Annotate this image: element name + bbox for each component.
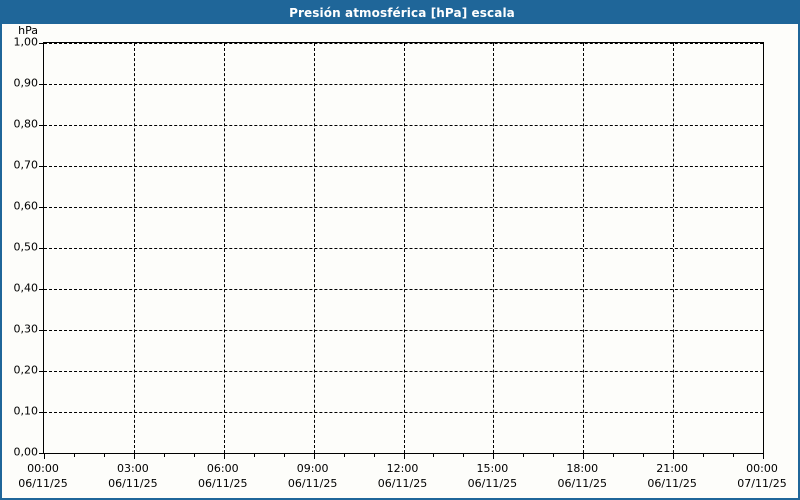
x-axis-tick-major <box>313 453 315 459</box>
gridline-vertical <box>583 43 585 453</box>
x-axis-tick-date: 06/11/25 <box>198 477 248 490</box>
x-axis-tick-time: 00:00 <box>746 462 778 475</box>
gridline-vertical <box>133 43 135 453</box>
y-axis-tick <box>39 207 44 208</box>
y-axis-tick-label: 0,50 <box>13 240 39 254</box>
y-axis-tick <box>39 371 44 372</box>
x-axis-tick-labels: 00:00 06/11/25 03:00 06/11/25 06:00 06/11/25 0… <box>18 461 786 495</box>
window-title-bar: Presión atmosférica [hPa] escala <box>2 2 798 24</box>
gridline-vertical <box>313 43 315 453</box>
x-axis-tick-label: 15:00 06/11/25 <box>468 461 517 491</box>
x-axis-tick-minor <box>193 453 195 457</box>
x-axis-tick-minor <box>703 453 705 457</box>
y-axis-tick-label: 0,30 <box>13 322 39 336</box>
x-axis-tick-label: 03:00 06/11/25 <box>108 461 157 491</box>
x-axis-tick-major <box>44 453 45 459</box>
x-axis-tick-time: 09:00 <box>296 462 329 475</box>
y-axis-tick-label: 0,40 <box>13 281 39 295</box>
y-axis-tick-label: 0,80 <box>13 117 39 131</box>
page-title: Presión atmosférica [hPa] escala <box>289 6 515 20</box>
x-axis-tick-minor <box>103 453 105 457</box>
y-axis-tick <box>39 125 44 126</box>
x-axis-tick-major <box>133 453 135 459</box>
x-axis-tick-major <box>583 453 585 459</box>
y-axis-tick <box>39 412 44 413</box>
x-axis-tick-minor <box>553 453 555 457</box>
plot-area <box>39 42 764 459</box>
y-axis-tick-label: 0,90 <box>13 76 39 90</box>
x-axis-tick-minor <box>373 453 375 457</box>
y-axis-tick-label: 0,00 <box>13 445 39 459</box>
x-axis-tick-minor <box>613 453 615 457</box>
gridline-vertical <box>223 43 225 453</box>
y-axis-tick-label: 0,70 <box>13 158 39 172</box>
y-axis-tick <box>39 84 44 85</box>
x-axis-tick-label: 00:00 06/11/25 <box>18 461 67 491</box>
y-axis-tick <box>39 453 44 454</box>
y-axis-tick-label: 0,10 <box>13 404 39 418</box>
x-axis-tick-time: 18:00 <box>566 462 599 475</box>
x-axis-tick-time: 00:00 <box>27 462 59 475</box>
x-axis-tick-date: 06/11/25 <box>647 477 697 490</box>
x-axis-tick-date: 06/11/25 <box>377 477 428 490</box>
x-axis-tick-time: 21:00 <box>656 462 688 475</box>
y-axis-tick <box>39 166 44 167</box>
x-axis-tick-time: 12:00 <box>386 462 419 475</box>
x-axis-tick-major <box>763 453 764 459</box>
x-axis-tick-label: 18:00 06/11/25 <box>558 461 607 491</box>
y-axis-unit-label: hPa <box>18 24 38 37</box>
y-axis-tick <box>39 289 44 290</box>
x-axis-tick-date: 06/11/25 <box>108 477 158 490</box>
x-axis-tick-minor <box>523 453 525 457</box>
x-axis-tick-major <box>403 453 405 459</box>
x-axis-tick-date: 06/11/25 <box>287 477 338 490</box>
x-axis-tick-label: 12:00 06/11/25 <box>378 461 427 491</box>
y-axis-tick-label: 1,00 <box>13 35 39 49</box>
x-axis-tick-minor <box>643 453 645 457</box>
x-axis-tick-date: 06/11/25 <box>18 477 68 490</box>
gridline-vertical <box>403 43 405 453</box>
x-axis-tick-time: 15:00 <box>476 462 509 475</box>
x-axis-tick-label: 06:00 06/11/25 <box>198 461 247 491</box>
y-axis-tick <box>39 248 44 249</box>
x-axis-tick-time: 06:00 <box>206 462 239 475</box>
gridline-vertical <box>493 43 495 453</box>
x-axis-tick-label: 21:00 06/11/25 <box>647 461 696 491</box>
y-axis-tick <box>39 43 44 44</box>
x-axis-tick-major <box>493 453 495 459</box>
x-axis-tick-label: 00:00 07/11/25 <box>737 461 786 491</box>
y-axis-tick-labels: 0,00 0,10 0,20 0,30 0,40 0,50 0,60 0,70 0,80 0,90… <box>2 36 39 459</box>
y-axis-tick <box>39 330 44 331</box>
x-axis-tick-date: 06/11/25 <box>557 477 607 490</box>
x-axis-tick-minor <box>163 453 165 457</box>
x-axis-tick-minor <box>463 453 465 457</box>
x-axis-tick-minor <box>433 453 435 457</box>
x-axis-tick-time: 03:00 <box>117 462 149 475</box>
x-axis-tick-date: 07/11/25 <box>737 477 787 490</box>
x-axis-tick-minor <box>283 453 285 457</box>
gridline-vertical <box>673 43 675 453</box>
x-axis-tick-label: 09:00 06/11/25 <box>288 461 337 491</box>
y-axis-tick-label: 0,60 <box>13 199 39 213</box>
x-axis-tick-minor <box>253 453 255 457</box>
x-axis-tick-major <box>223 453 225 459</box>
y-axis-tick-label: 0,20 <box>13 363 39 377</box>
x-axis-tick-minor <box>733 453 735 457</box>
x-axis-tick-minor <box>343 453 345 457</box>
x-axis-tick-minor <box>73 453 75 457</box>
x-axis-tick-major <box>673 453 675 459</box>
chart-canvas: hPa 0,00 0,10 0,20 0,30 0,40 0,50 0,60 0,70 0,80… <box>2 24 798 498</box>
x-axis-tick-date: 06/11/25 <box>467 477 518 490</box>
